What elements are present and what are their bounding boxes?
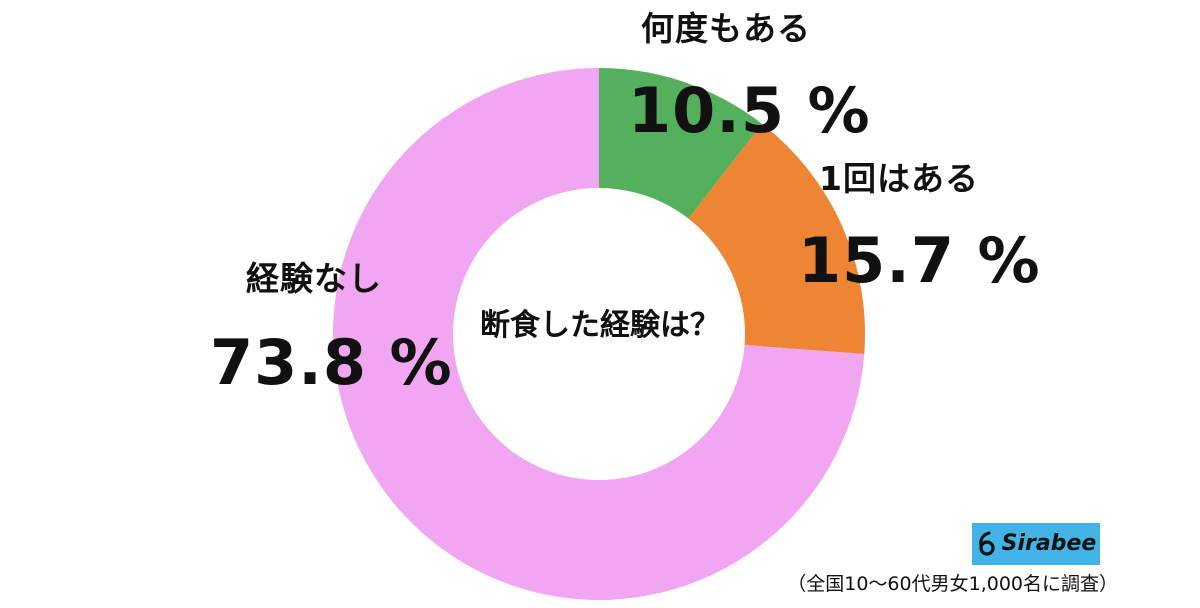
slice-once: [688, 123, 865, 355]
label-category-never: 経験なし: [246, 259, 382, 298]
survey-footnote: （全国10〜60代男女1,000名に調査）: [787, 573, 1118, 595]
label-category-many-times: 何度もある: [641, 9, 811, 48]
chart-title: 断食した経験は？: [480, 308, 720, 343]
label-value-never: 73.8 %: [210, 326, 453, 399]
donut-slices: [333, 68, 865, 600]
slice-never: [333, 68, 865, 600]
label-value-many-times: 10.5 %: [628, 74, 871, 147]
label-value-once: 15.7 %: [798, 224, 1041, 297]
label-category-once: 1回はある: [819, 159, 979, 198]
sirabee-logo-mark: [978, 531, 995, 556]
slice-many-times: [599, 68, 763, 219]
sirabee-logo: Sirabee: [972, 523, 1100, 565]
sirabee-logo-text: Sirabee: [1001, 531, 1097, 556]
